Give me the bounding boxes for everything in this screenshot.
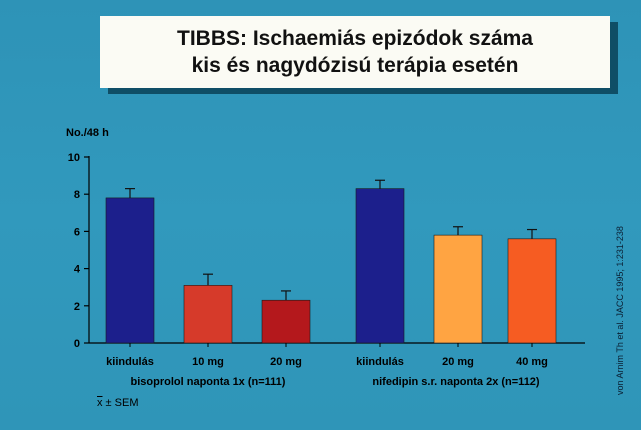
category-label-1: 10 mg <box>192 356 224 368</box>
y-tick-label-3: 6 <box>74 226 80 238</box>
group-label-0: bisoprolol naponta 1x (n=111) <box>131 376 286 388</box>
bar-2 <box>261 299 311 344</box>
bar-0 <box>105 197 155 344</box>
category-label-4: 20 mg <box>442 356 474 368</box>
y-tick-label-1: 2 <box>74 301 80 313</box>
bar-3 <box>355 188 405 344</box>
category-label-3: kiindulás <box>356 356 404 368</box>
y-tick-label-5: 10 <box>68 152 80 164</box>
y-tick-label-2: 4 <box>74 264 81 276</box>
y-tick-label-0: 0 <box>74 338 80 350</box>
y-axis-label: No./48 h <box>66 127 109 139</box>
mean-symbol: x <box>97 397 103 409</box>
bar-4 <box>433 234 483 344</box>
bar-5 <box>507 238 557 344</box>
footnote-text: ± SEM <box>102 397 139 409</box>
bar-1 <box>183 285 233 344</box>
source-citation: von Arnim Th et al. JACC 1995; 1:231-238 <box>615 226 625 395</box>
title-line-2: kis és nagydózisú terápia esetén <box>191 54 519 77</box>
title-box: TIBBS: Ischaemiás epizódok száma kis és … <box>100 16 610 88</box>
category-label-5: 40 mg <box>516 356 548 368</box>
category-label-2: 20 mg <box>270 356 302 368</box>
group-label-1: nifedipin s.r. naponta 2x (n=112) <box>372 376 540 388</box>
title-line-1: TIBBS: Ischaemiás epizódok száma <box>177 27 533 50</box>
category-label-0: kiindulás <box>106 356 154 368</box>
footnote: x ± SEM <box>97 397 139 409</box>
y-tick-label-4: 8 <box>74 189 80 201</box>
